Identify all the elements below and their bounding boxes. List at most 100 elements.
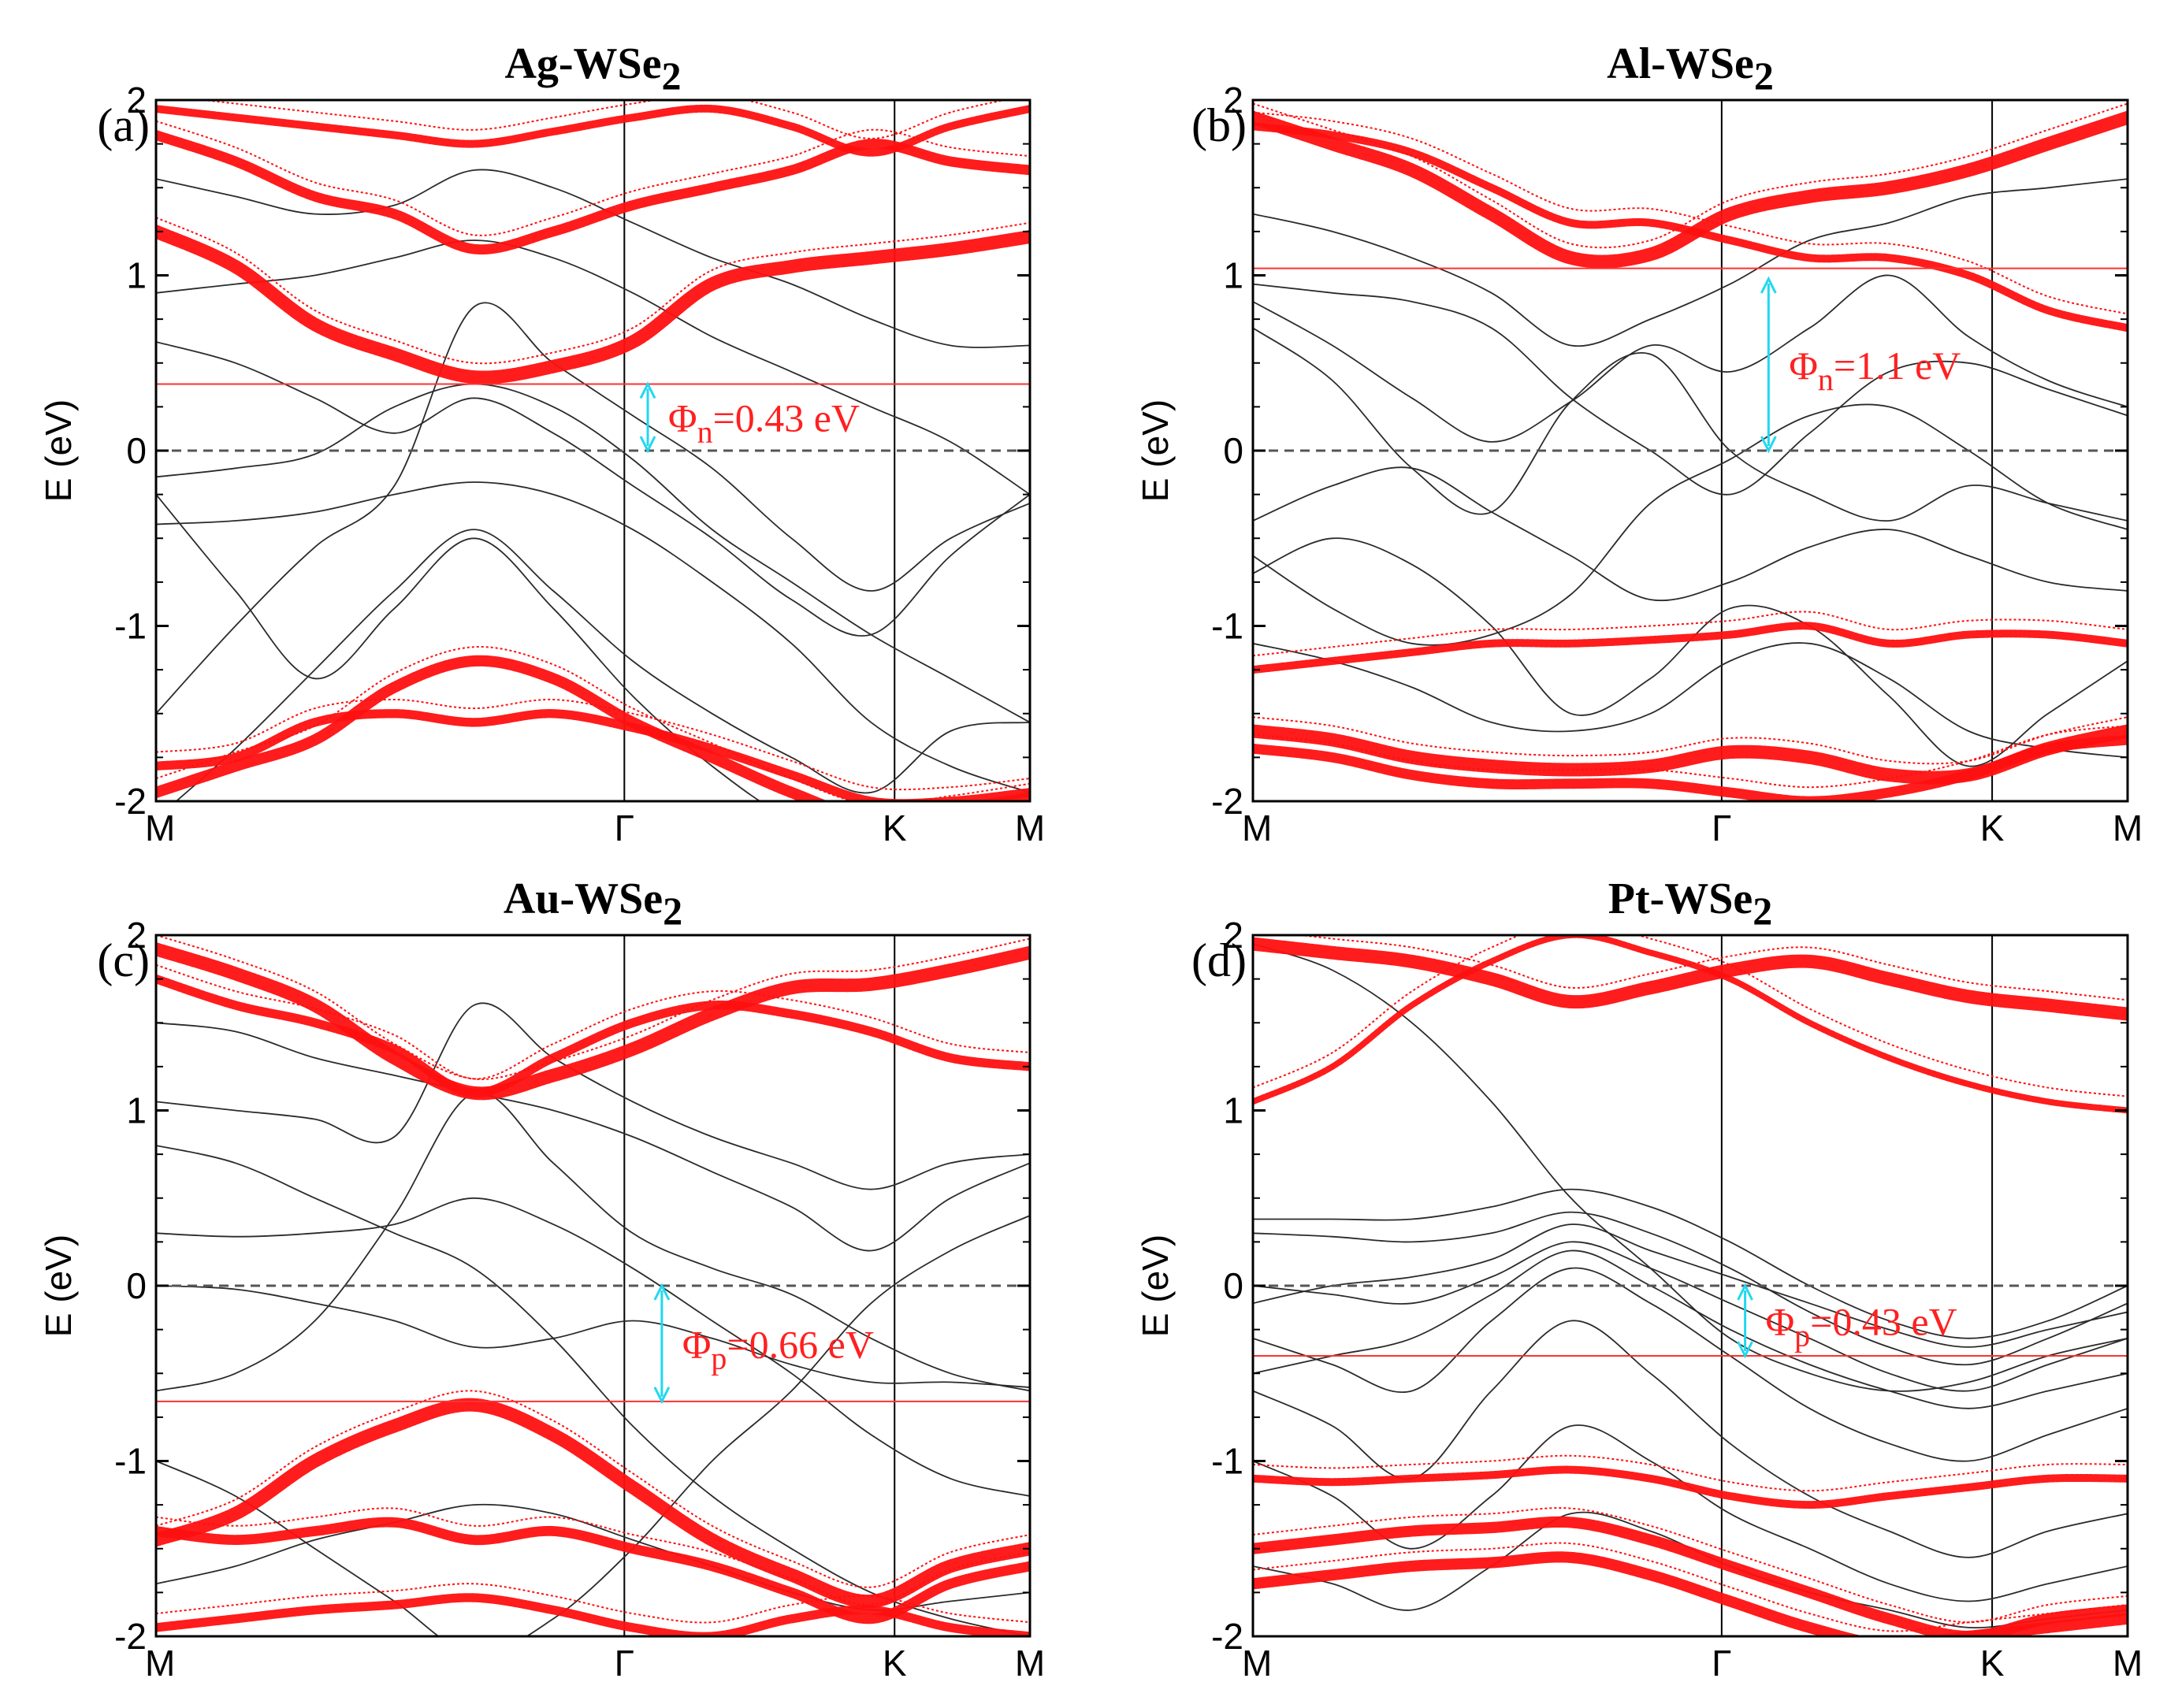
panel-title-main: Pt-WSe: [1608, 874, 1753, 923]
metal-band-7: [1253, 943, 2128, 1392]
wse2-band-2: [1253, 935, 2128, 1114]
y-axis-label: E (eV): [38, 1235, 79, 1337]
y-tick-label: 2: [1223, 80, 1243, 121]
wse2-band-5: [1253, 1551, 2128, 1636]
barrier-arrow-head-top: [1760, 276, 1777, 294]
barrier-arrow-head-bottom: [653, 1387, 671, 1405]
y-tick-label: 1: [126, 255, 147, 296]
panel-title-sub: 2: [1754, 54, 1774, 98]
metal-band-6: [1253, 283, 2128, 496]
wse2-band-4-thin: [156, 645, 1030, 801]
barrier-value: =0.43 eV: [713, 396, 860, 440]
panel-title-main: Au-WSe: [504, 874, 663, 923]
panel-title: Au-WSe2: [504, 874, 682, 933]
kpoint-label: M: [145, 1643, 175, 1684]
metal-band-1: [1253, 403, 2128, 646]
y-tick-label: 1: [1223, 255, 1243, 296]
panel-title: Pt-WSe2: [1608, 874, 1773, 933]
barrier-symbol: Φ: [668, 396, 697, 440]
metal-band-2: [156, 1197, 1030, 1497]
kpoint-label: M: [1242, 808, 1272, 848]
wse2-band-4: [1253, 1465, 2128, 1509]
metal-band-7: [156, 169, 1030, 348]
wse2-band-2-thin: [1253, 111, 2128, 315]
wse2-band-1-thin: [156, 217, 1030, 365]
barrier-arrow: [1737, 1283, 1753, 1359]
metal-band-7: [1253, 178, 2128, 347]
panel-title-sub: 2: [663, 889, 682, 933]
metal-band-4: [156, 494, 762, 801]
y-tick-label: -2: [1211, 1616, 1243, 1657]
y-tick-label: 2: [1223, 915, 1243, 956]
wse2-band-3: [156, 104, 1030, 157]
metal-band-1: [156, 1285, 1030, 1388]
metal-band-3: [156, 1091, 1030, 1392]
kpoint-label: K: [883, 1643, 907, 1684]
barrier-label: Φp=0.43 eV: [1766, 1300, 1957, 1353]
kpoint-label: M: [2113, 1643, 2143, 1684]
barrier-symbol: Φ: [1789, 343, 1818, 388]
barrier-symbol: Φ: [1766, 1300, 1795, 1344]
y-tick-label: 0: [126, 430, 147, 471]
barrier-value: =0.66 eV: [727, 1322, 874, 1366]
metal-band-7: [156, 1215, 1030, 1636]
metal-band-6: [1253, 1424, 2128, 1602]
metal-band-8: [156, 1022, 1030, 1252]
metal-band-9: [1253, 1223, 2128, 1348]
wse2-band-1: [1253, 937, 2128, 1021]
panel-label: (c): [97, 934, 150, 986]
y-axis-label: E (eV): [38, 399, 79, 502]
kpoint-label: K: [1980, 1643, 2005, 1684]
wse2-band-5-thin: [1253, 1542, 2128, 1632]
wse2-band-2-thin: [156, 120, 1030, 236]
kpoint-label: Γ: [1712, 808, 1731, 848]
metal-band-4: [156, 1145, 1030, 1636]
y-tick-label: 0: [1223, 1265, 1243, 1306]
barrier-arrow: [639, 381, 656, 454]
barrier-arrow-head-top: [653, 1283, 671, 1301]
kpoint-label: Γ: [615, 1643, 634, 1684]
barrier-arrow-head-bottom: [639, 436, 656, 454]
barrier-symbol: Φ: [682, 1322, 712, 1366]
kpoint-label: M: [1015, 1643, 1045, 1684]
panel-label: (d): [1191, 934, 1247, 986]
barrier-subscript: n: [1818, 362, 1834, 397]
kpoint-label: M: [1015, 808, 1045, 848]
panel-title: Ag-WSe2: [504, 39, 681, 98]
plot-area: [1253, 100, 2128, 801]
wse2-band-2-thin: [156, 964, 1030, 1080]
wse2-band-2: [156, 974, 1030, 1098]
kpoint-label: M: [145, 808, 175, 848]
y-axis-label: E (eV): [1135, 1235, 1176, 1337]
metal-band-10: [1253, 1249, 2128, 1409]
metal-band-5: [156, 1002, 1030, 1190]
metal-band-1: [1253, 1188, 2128, 1339]
wse2-band-5-thin: [156, 1583, 1030, 1624]
wse2-band-4-thin: [1253, 725, 2128, 789]
kpoint-label: Γ: [1712, 1643, 1731, 1684]
wse2-band-3-thin: [1253, 716, 2128, 765]
metal-band-2: [1253, 1211, 2128, 1366]
y-tick-label: 1: [126, 1090, 147, 1131]
kpoint-label: K: [1980, 808, 2005, 848]
barrier-label: Φn=1.1 eV: [1789, 343, 1961, 397]
plot-area: [1253, 935, 2128, 1636]
wse2-band-1: [156, 942, 1030, 1101]
kpoint-label: K: [883, 808, 907, 848]
wse2-band-4-thin: [156, 1507, 1030, 1606]
wse2-band-4: [156, 1517, 1030, 1624]
panel-title-main: Al-WSe: [1607, 39, 1754, 88]
y-tick-label: -1: [1211, 606, 1243, 647]
y-tick-label: 2: [126, 80, 147, 121]
metal-band-3: [156, 341, 1030, 637]
y-tick-label: 1: [1223, 1090, 1243, 1131]
kpoint-label: Γ: [615, 808, 634, 848]
kpoint-label: M: [1242, 1643, 1272, 1684]
wse2-band-2: [1253, 122, 2128, 332]
barrier-arrow-head-top: [1737, 1283, 1753, 1301]
barrier-label: Φn=0.43 eV: [668, 396, 860, 450]
metal-band-5: [1253, 642, 2128, 759]
y-tick-label: -1: [114, 1441, 147, 1482]
